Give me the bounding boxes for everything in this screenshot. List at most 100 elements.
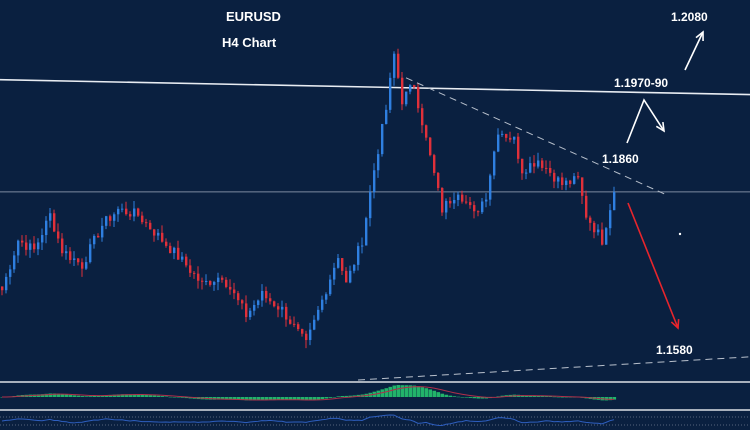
macd-histogram-bar bbox=[228, 397, 233, 400]
candle-body bbox=[157, 232, 160, 236]
macd-histogram-bar bbox=[288, 397, 293, 400]
candle-body bbox=[93, 235, 96, 245]
macd-histogram-bar bbox=[540, 396, 545, 397]
candle-body bbox=[141, 215, 144, 223]
candle-body bbox=[521, 158, 524, 174]
candle-body bbox=[117, 208, 120, 215]
pivot-label: 1.1860 bbox=[602, 152, 639, 166]
candle-body bbox=[5, 276, 8, 291]
candle-body bbox=[505, 133, 508, 138]
candle-body bbox=[265, 290, 268, 299]
candle-body bbox=[105, 216, 108, 226]
macd-histogram-bar bbox=[400, 385, 405, 397]
macd-histogram-bar bbox=[56, 393, 61, 397]
candle-body bbox=[273, 301, 276, 307]
macd-histogram-bar bbox=[308, 397, 313, 401]
macd-histogram-bar bbox=[392, 385, 397, 397]
macd-histogram-bar bbox=[468, 397, 473, 398]
candle-body bbox=[213, 282, 216, 285]
candle-body bbox=[613, 192, 616, 211]
macd-histogram-bar bbox=[448, 395, 453, 397]
macd-histogram-bar bbox=[328, 397, 333, 398]
macd-histogram-bar bbox=[128, 394, 133, 397]
candle-body bbox=[477, 211, 480, 213]
candle-body bbox=[45, 220, 48, 236]
candle-body bbox=[165, 241, 168, 246]
candle-body bbox=[393, 53, 396, 78]
macd-histogram-bar bbox=[476, 397, 481, 399]
macd-histogram-bar bbox=[52, 393, 57, 397]
macd-histogram-bar bbox=[108, 394, 113, 397]
macd-histogram-bar bbox=[544, 396, 549, 397]
candle-body bbox=[473, 205, 476, 212]
candle-body bbox=[125, 208, 128, 215]
candle-body bbox=[29, 243, 32, 250]
candle-body bbox=[153, 229, 156, 236]
arrow-up-to-target-head bbox=[695, 30, 704, 42]
candle-body bbox=[497, 134, 500, 152]
candle-body bbox=[9, 269, 12, 277]
candle-body bbox=[525, 172, 528, 174]
candle-body bbox=[61, 238, 64, 254]
candle-body bbox=[237, 293, 240, 301]
macd-histogram-bar bbox=[236, 397, 241, 400]
candle-body bbox=[149, 222, 152, 230]
macd-histogram-bar bbox=[176, 397, 181, 398]
macd-histogram-bar bbox=[532, 395, 537, 397]
marker-dot bbox=[678, 232, 682, 236]
macd-histogram-bar bbox=[280, 397, 285, 400]
candle-body bbox=[381, 123, 384, 155]
candle-body bbox=[309, 329, 312, 341]
macd-histogram-bar bbox=[152, 395, 157, 397]
candle-body bbox=[249, 310, 252, 318]
candle-body bbox=[161, 232, 164, 242]
candle-body bbox=[69, 251, 72, 260]
candle-body bbox=[345, 270, 348, 283]
macd-histogram-bar bbox=[560, 397, 565, 398]
macd-histogram-bar bbox=[36, 394, 41, 397]
candle-body bbox=[129, 214, 132, 217]
candle-body bbox=[1, 286, 4, 291]
candle-body bbox=[181, 256, 184, 260]
macd-histogram-bar bbox=[216, 397, 221, 400]
candle-body bbox=[573, 176, 576, 184]
macd-histogram-bar bbox=[260, 397, 265, 400]
macd-histogram-bar bbox=[132, 394, 137, 397]
macd-histogram-bar bbox=[172, 397, 177, 398]
macd-histogram-bar bbox=[340, 395, 345, 397]
macd-histogram-bar bbox=[96, 395, 101, 397]
macd-histogram-bar bbox=[416, 386, 421, 397]
candle-body bbox=[205, 280, 208, 282]
macd-histogram-bar bbox=[292, 397, 297, 400]
arrow-up-to-target bbox=[684, 31, 704, 71]
candle-body bbox=[137, 208, 140, 216]
macd-histogram-bar bbox=[60, 394, 65, 397]
candle-body bbox=[317, 309, 320, 320]
macd-histogram-bar bbox=[316, 397, 321, 400]
candle-body bbox=[589, 217, 592, 223]
macd-histogram-bar bbox=[528, 395, 533, 397]
candle-body bbox=[109, 216, 112, 221]
macd-histogram-bar bbox=[252, 397, 257, 401]
macd-histogram-bar bbox=[136, 394, 141, 397]
resistance-label: 1.1970-90 bbox=[614, 76, 669, 90]
candle-body bbox=[433, 155, 436, 173]
macd-histogram-bar bbox=[220, 397, 225, 400]
macd-histogram-bar bbox=[296, 397, 301, 400]
arrow-resistance-rejection-head bbox=[655, 121, 665, 133]
macd-histogram-bar bbox=[104, 395, 109, 397]
candle-body bbox=[533, 163, 536, 167]
macd-histogram-bar bbox=[548, 396, 553, 397]
candle-body bbox=[437, 172, 440, 188]
macd-histogram-bar bbox=[436, 392, 441, 397]
candle-body bbox=[529, 163, 532, 173]
macd-histogram-bar bbox=[536, 395, 541, 397]
target-up-label: 1.2080 bbox=[671, 10, 708, 24]
candle-body bbox=[449, 200, 452, 204]
macd-histogram-bar bbox=[388, 386, 393, 397]
candle-body bbox=[233, 289, 236, 294]
candle-body bbox=[277, 306, 280, 310]
candle-body bbox=[121, 208, 124, 210]
candle-body bbox=[361, 245, 364, 247]
